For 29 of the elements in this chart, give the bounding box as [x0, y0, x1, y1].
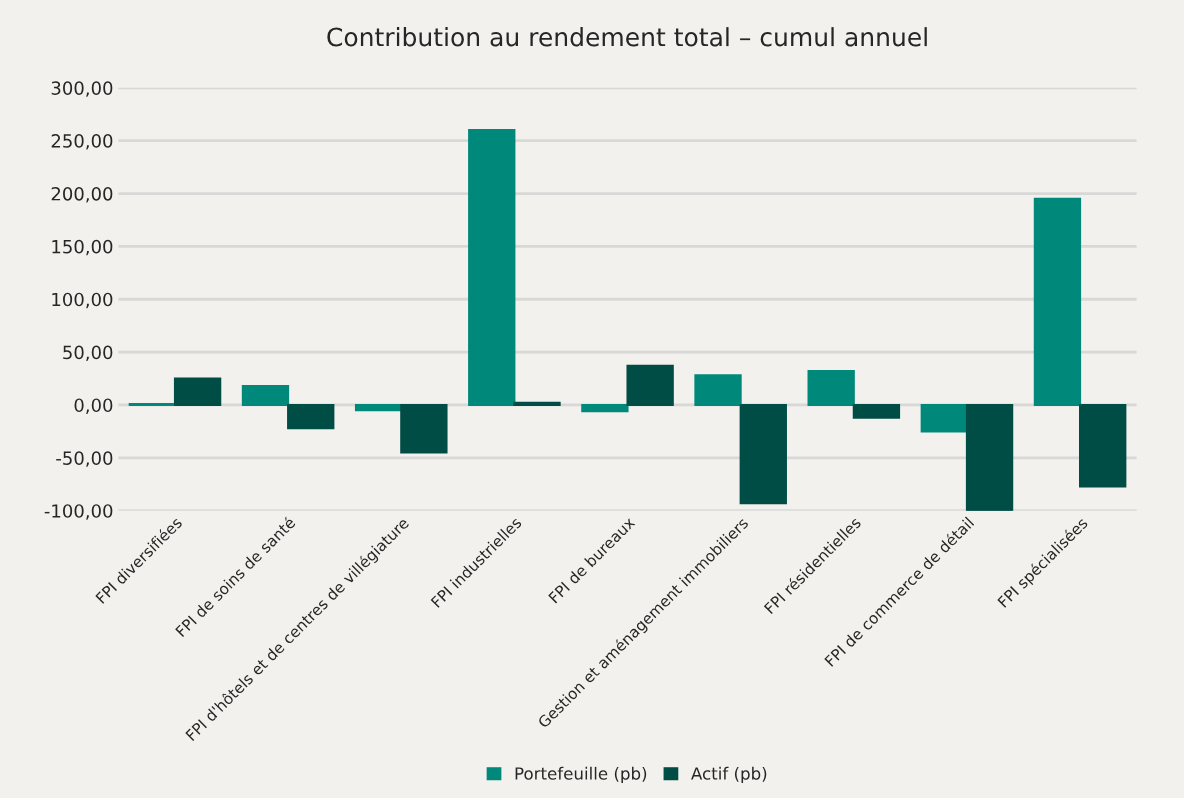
bar [852, 403, 901, 419]
bar [241, 384, 290, 407]
y-tick-label: -50,00 [56, 451, 113, 467]
bar [739, 403, 787, 505]
bar [965, 403, 1014, 511]
y-tick-label: 250,00 [51, 134, 113, 150]
y-tick-label: 150,00 [52, 239, 113, 256]
bar [513, 401, 561, 407]
y-tick-label: 100,00 [52, 292, 113, 309]
bar [1033, 197, 1082, 407]
bar [1079, 403, 1127, 488]
bar [920, 403, 968, 433]
legend-label: Portefeuille (pb) [515, 766, 647, 783]
chart-title: Contribution au rendement total – cumul annuel [327, 27, 927, 47]
bar [694, 374, 742, 407]
bar [581, 403, 629, 413]
y-tick-label: 50,00 [63, 345, 113, 362]
y-tick-label: 0,00 [74, 398, 113, 414]
y-tick-label: 300,00 [51, 81, 113, 97]
bar [173, 377, 222, 407]
bar [626, 364, 674, 407]
y-tick-label: -100,00 [44, 504, 113, 520]
y-tick-label: 200,00 [51, 186, 113, 203]
legend-label: Actif (pb) [691, 766, 767, 783]
bar [400, 403, 448, 454]
bar [287, 403, 335, 430]
bar [354, 403, 403, 412]
bar [468, 129, 516, 407]
bar [807, 370, 855, 407]
